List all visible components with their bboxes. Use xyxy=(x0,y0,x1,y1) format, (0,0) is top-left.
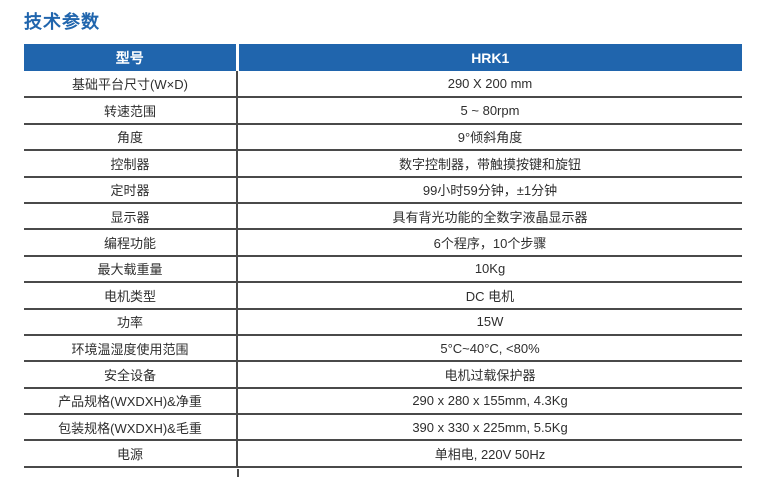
spec-label: 控制器 xyxy=(24,150,237,178)
spec-value: 9°倾斜角度 xyxy=(236,123,742,152)
spec-label: 基础平台尺寸(W×D) xyxy=(24,71,237,99)
table-row: 显示器 具有背光功能的全数字液晶显示器 xyxy=(24,202,742,231)
spec-value: DC 电机 xyxy=(236,282,742,310)
page-title: 技术参数 xyxy=(24,12,100,32)
spec-label: 角度 xyxy=(24,123,237,152)
spec-label: 功率 xyxy=(24,308,237,336)
table-row: 电机类型 DC 电机 xyxy=(24,282,742,310)
column-divider-stub xyxy=(237,469,239,477)
table-row: 转速范围 5 ~ 80rpm xyxy=(24,97,742,125)
table-row: 包装规格(WXDXH)&毛重 390 x 330 x 225mm, 5.5Kg xyxy=(24,414,742,442)
spec-table: 型号 HRK1 基础平台尺寸(W×D) 290 X 200 mm 转速范围 5 ~ 8… xyxy=(24,44,742,468)
table-header-model-value: HRK1 xyxy=(235,44,742,71)
table-row: 角度 9°倾斜角度 xyxy=(24,123,742,152)
table-row: 控制器 数字控制器，带触摸按键和旋钮 xyxy=(24,150,742,178)
spec-table-header: 型号 HRK1 xyxy=(24,44,742,71)
table-row: 功率 15W xyxy=(24,308,742,336)
spec-value: 电机过载保护器 xyxy=(236,361,742,389)
spec-label: 产品规格(WXDXH)&净重 xyxy=(24,387,237,416)
spec-label: 显示器 xyxy=(24,202,237,231)
spec-value: 单相电, 220V 50Hz xyxy=(236,440,742,468)
spec-value: 290 X 200 mm xyxy=(236,71,742,99)
spec-value: 390 x 330 x 225mm, 5.5Kg xyxy=(236,414,742,442)
table-row: 电源 单相电, 220V 50Hz xyxy=(24,440,742,468)
spec-value: 5°C~40°C, <80% xyxy=(236,334,742,363)
spec-label: 包装规格(WXDXH)&毛重 xyxy=(24,414,237,442)
table-header-row: 型号 HRK1 xyxy=(24,44,742,71)
spec-value: 数字控制器，带触摸按键和旋钮 xyxy=(236,150,742,178)
spec-label: 电源 xyxy=(24,440,237,468)
spec-label: 定时器 xyxy=(24,176,237,204)
spec-label: 安全设备 xyxy=(24,361,237,389)
table-row: 产品规格(WXDXH)&净重 290 x 280 x 155mm, 4.3Kg xyxy=(24,387,742,416)
spec-value: 290 x 280 x 155mm, 4.3Kg xyxy=(236,387,742,416)
table-row: 基础平台尺寸(W×D) 290 X 200 mm xyxy=(24,71,742,99)
spec-table-body: 基础平台尺寸(W×D) 290 X 200 mm 转速范围 5 ~ 80rpm 角度 9°… xyxy=(24,71,742,468)
spec-value: 具有背光功能的全数字液晶显示器 xyxy=(236,202,742,231)
spec-label: 最大载重量 xyxy=(24,255,237,284)
spec-value: 10Kg xyxy=(236,255,742,284)
spec-value: 15W xyxy=(236,308,742,336)
table-row: 最大载重量 10Kg xyxy=(24,255,742,284)
spec-label: 编程功能 xyxy=(24,229,237,257)
spec-value: 99小时59分钟，±1分钟 xyxy=(236,176,742,204)
table-row: 定时器 99小时59分钟，±1分钟 xyxy=(24,176,742,204)
spec-value: 5 ~ 80rpm xyxy=(236,97,742,125)
table-header-model-label: 型号 xyxy=(24,44,237,71)
table-row: 编程功能 6个程序，10个步骤 xyxy=(24,229,742,257)
spec-label: 电机类型 xyxy=(24,282,237,310)
spec-value: 6个程序，10个步骤 xyxy=(236,229,742,257)
spec-label: 环境温湿度使用范围 xyxy=(24,334,237,363)
table-row: 环境温湿度使用范围 5°C~40°C, <80% xyxy=(24,334,742,363)
spec-label: 转速范围 xyxy=(24,97,237,125)
table-row: 安全设备 电机过载保护器 xyxy=(24,361,742,389)
